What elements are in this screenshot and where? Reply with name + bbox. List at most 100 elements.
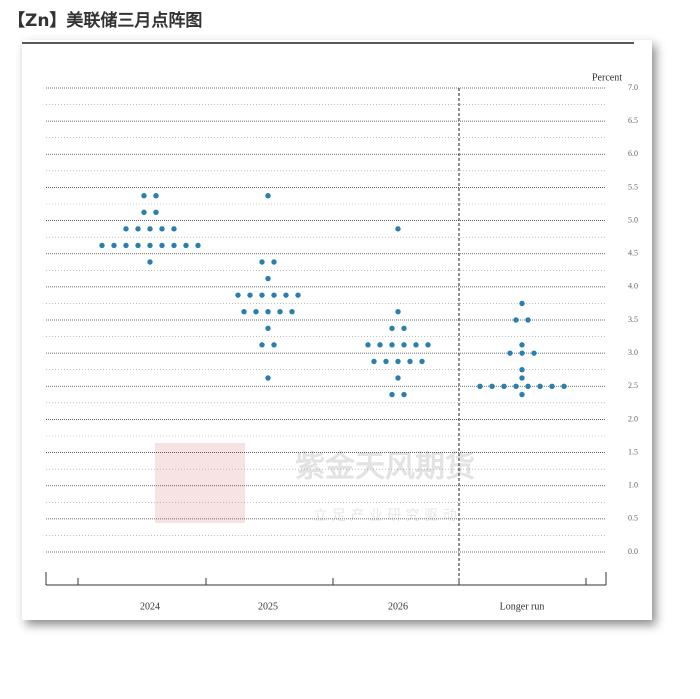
dot [289, 309, 295, 315]
dot [153, 193, 159, 199]
dot [283, 292, 289, 298]
dot [519, 300, 525, 307]
dot [401, 391, 407, 398]
dot [123, 242, 129, 249]
dot [253, 309, 259, 315]
dot [259, 259, 265, 265]
dot [519, 391, 525, 398]
dot [171, 226, 177, 232]
dot [153, 209, 159, 215]
page-title: 【Zn】美联储三月点阵图 [8, 11, 203, 31]
dot [561, 383, 567, 389]
dot [425, 342, 431, 348]
dot [195, 242, 201, 249]
x-tick-label: 2024 [140, 601, 160, 612]
y-tick-label: 1.0 [628, 481, 638, 490]
dot [519, 342, 525, 348]
x-tick-label: 2026 [388, 601, 408, 612]
dot [507, 350, 513, 356]
y-tick-label: 0.5 [628, 514, 638, 523]
dot [295, 292, 301, 298]
dot [141, 209, 147, 215]
y-tick-label: 6.0 [628, 149, 638, 158]
dot [147, 226, 153, 232]
dot [135, 242, 141, 249]
dot [477, 383, 483, 389]
dot [407, 358, 413, 365]
dot [247, 292, 253, 298]
dot [241, 309, 247, 315]
y-tick-label: 2.5 [628, 381, 638, 390]
dot [419, 358, 425, 365]
dot [489, 383, 495, 389]
dot [147, 259, 153, 265]
dot [513, 383, 519, 389]
dot [141, 193, 147, 199]
dot [383, 358, 389, 365]
dot [265, 193, 271, 199]
dot [389, 391, 395, 398]
y-tick-label: 5.0 [628, 215, 638, 224]
dot [513, 317, 519, 323]
dot [549, 383, 555, 389]
dot [395, 375, 401, 381]
dot [271, 292, 277, 298]
y-tick-label: 3.5 [628, 315, 638, 324]
y-tick-label: 7.0 [628, 83, 638, 92]
dot [123, 226, 129, 232]
watermark-logo [155, 443, 245, 523]
dot [135, 226, 141, 232]
watermark-slogan: 立 足 产 业 研 究 驱 动 [313, 508, 456, 524]
y-tick-label: 1.5 [628, 447, 638, 456]
dot [159, 242, 165, 249]
dot [395, 226, 401, 232]
y-tick-label: 6.5 [628, 116, 638, 125]
y-axis-label: Percent [592, 72, 622, 83]
dot [99, 242, 105, 249]
dot [265, 275, 271, 282]
dot [277, 309, 283, 315]
dot [147, 242, 153, 249]
dot [531, 350, 537, 356]
dot [519, 375, 525, 381]
y-tick-label: 2.0 [628, 414, 638, 423]
dot [395, 358, 401, 365]
dot [413, 342, 419, 348]
dot [259, 292, 265, 298]
dot [389, 342, 395, 348]
dot [537, 383, 543, 389]
dot [401, 325, 407, 331]
dot [371, 358, 377, 365]
dot [111, 242, 117, 249]
dot [259, 342, 265, 348]
dot [265, 375, 271, 381]
dot [377, 342, 383, 348]
dot [519, 350, 525, 356]
panel [22, 40, 652, 620]
y-tick-label: 4.0 [628, 282, 638, 291]
dot [525, 317, 531, 323]
dot [389, 325, 395, 331]
dot [235, 292, 241, 298]
dot [271, 259, 277, 265]
dot [265, 325, 271, 331]
y-tick-label: 4.5 [628, 249, 638, 258]
x-tick-label: Longer run [500, 601, 545, 612]
y-tick-label: 3.0 [628, 348, 638, 357]
dot [265, 309, 271, 315]
watermark-name: 紫金天风期货 [295, 450, 475, 485]
dot [395, 309, 401, 315]
dot [525, 383, 531, 389]
y-tick-label: 0.0 [628, 547, 638, 556]
dot [401, 342, 407, 348]
dot [159, 226, 165, 232]
x-tick-label: 2025 [258, 601, 278, 612]
x-axis-ticks [45, 572, 607, 585]
dot [183, 242, 189, 249]
dot [365, 342, 371, 348]
dot [171, 242, 177, 249]
dot [501, 383, 507, 389]
y-tick-label: 5.5 [628, 182, 638, 191]
